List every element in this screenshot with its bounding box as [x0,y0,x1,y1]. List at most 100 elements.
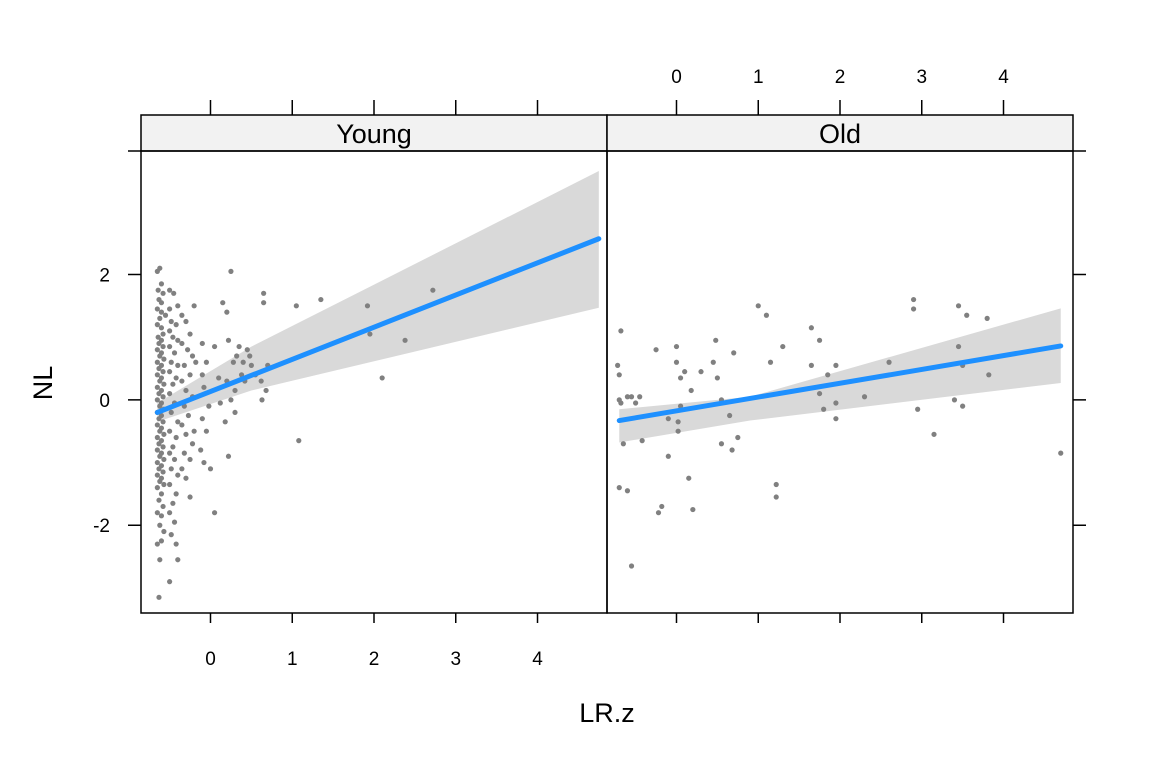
x-tick-label: 2 [369,649,380,670]
data-point [861,394,868,400]
data-point [167,369,173,375]
data-point [682,369,688,375]
data-point [225,337,232,343]
x-tick-label: 1 [287,649,298,670]
data-point [161,356,167,362]
data-point [168,359,174,365]
data-point [167,390,173,397]
data-point [173,375,179,381]
data-point [825,372,831,378]
data-point [773,494,779,500]
data-point [189,441,196,447]
data-point [154,434,160,441]
data-point [763,312,770,318]
data-point [964,312,970,318]
data-point [157,478,163,484]
data-point [624,488,631,494]
data-point [158,281,165,287]
data-point [170,334,176,340]
data-point [175,419,181,425]
data-point [755,303,761,309]
data-point [240,359,246,365]
data-point [179,312,185,318]
y-tick-label: 0 [99,391,110,412]
data-point [203,428,210,434]
data-point [639,438,645,444]
data-point [160,394,166,400]
data-point [157,522,163,528]
data-point [179,378,185,384]
data-point [162,312,169,318]
data-point [258,378,264,384]
data-point [207,466,214,472]
data-point [677,375,684,381]
data-point [160,290,166,296]
x-tick-label: 3 [916,67,927,88]
data-point [955,303,962,309]
data-point [199,416,205,422]
y-tick-label: 2 [99,265,110,286]
data-point [160,331,166,337]
data-point [773,481,779,488]
data-point [187,456,193,463]
data-point [154,472,160,478]
data-point [698,369,704,375]
data-point [156,416,162,422]
data-point [173,491,179,497]
data-point [187,494,193,500]
data-point [211,343,218,350]
data-point [179,422,185,428]
data-point [637,394,643,400]
data-point [230,359,236,365]
data-point [187,331,193,337]
data-point [665,416,671,422]
fit-line [616,343,1064,424]
data-point [222,419,228,425]
data-point [833,400,839,406]
data-point [191,428,197,434]
confidence-band [619,308,1061,443]
data-point [158,300,165,306]
data-point [161,528,167,535]
data-point [220,300,226,306]
x-tick-label: 4 [532,649,543,670]
data-point [232,409,238,416]
data-point [430,287,436,293]
data-point [154,359,160,365]
y-axis-title: NL [28,366,58,401]
data-point [951,397,958,403]
strip-label: Old [819,119,861,149]
data-point [173,541,179,547]
data-point [618,400,624,406]
data-point [616,372,622,378]
data-point [154,485,160,491]
data-point [673,359,680,365]
data-point [686,475,692,481]
data-point [688,387,694,394]
x-tick-label: 4 [998,67,1009,88]
strip-box [140,114,608,152]
data-point [160,503,166,510]
data-point [167,481,173,488]
confidence-band [157,171,599,422]
data-point [158,538,165,544]
data-point [199,340,205,347]
data-point [244,347,250,353]
data-point [690,506,696,513]
data-point [379,375,385,381]
data-point [228,397,234,403]
x-tick-label: 1 [753,67,764,88]
data-point [984,315,990,321]
data-point [206,403,212,409]
data-point [185,412,192,419]
data-point [915,406,921,412]
x-axis-title: LR.z [579,698,635,728]
data-point [296,438,302,444]
data-point [158,513,165,519]
data-point [183,387,189,394]
data-point [293,303,299,309]
data-point [168,532,174,538]
data-point [833,416,839,422]
strip-box [606,114,1074,152]
data-point [193,359,199,365]
